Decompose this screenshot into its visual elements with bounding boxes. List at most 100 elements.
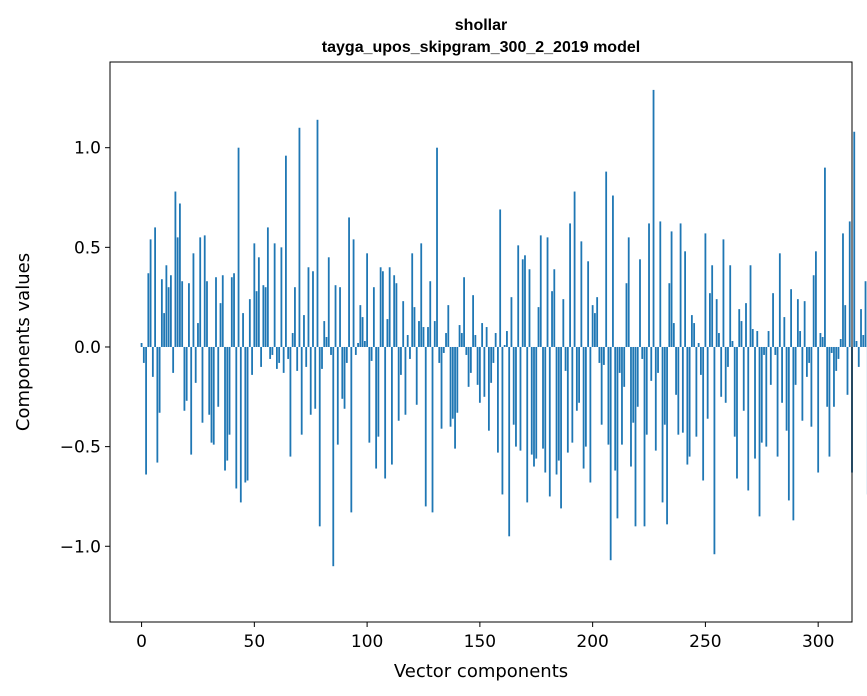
bar-255 xyxy=(715,299,718,347)
bar-320 xyxy=(862,335,865,347)
bar-61 xyxy=(278,346,281,363)
bar-249 xyxy=(702,346,705,481)
bar-313 xyxy=(846,346,849,395)
bar-280 xyxy=(772,293,774,347)
bar-171 xyxy=(526,346,529,503)
bar-275 xyxy=(760,346,763,443)
bar-303 xyxy=(824,167,826,347)
bar-205 xyxy=(603,346,605,365)
bar-154 xyxy=(487,346,490,431)
bar-271 xyxy=(751,329,754,347)
bar-181 xyxy=(548,346,551,497)
bar-169 xyxy=(521,259,524,347)
bar-152 xyxy=(483,346,486,397)
bar-80 xyxy=(321,346,323,369)
bar-202 xyxy=(596,297,599,347)
bar-179 xyxy=(544,346,547,473)
bar-127 xyxy=(427,327,429,347)
bar-55 xyxy=(264,287,267,347)
bar-223 xyxy=(643,346,646,527)
bar-122 xyxy=(415,346,418,405)
bar-204 xyxy=(600,346,603,425)
bar-121 xyxy=(413,307,416,347)
y-tick-label-2: 0.0 xyxy=(74,338,101,358)
bar-260 xyxy=(727,346,729,367)
bar-67 xyxy=(291,333,294,347)
bar-22 xyxy=(190,346,193,455)
bar-316 xyxy=(853,131,856,347)
bar-86 xyxy=(334,285,337,347)
bar-125 xyxy=(422,327,425,347)
bar-75 xyxy=(309,346,312,415)
bar-2 xyxy=(145,346,147,475)
bar-23 xyxy=(192,253,195,347)
bar-211 xyxy=(616,346,619,519)
bar-163 xyxy=(508,346,511,537)
bar-143 xyxy=(463,277,465,347)
bar-138 xyxy=(451,346,454,419)
bar-119 xyxy=(409,346,411,359)
bar-13 xyxy=(169,275,172,347)
bar-115 xyxy=(400,346,402,375)
bar-113 xyxy=(395,283,398,347)
bar-29 xyxy=(206,281,208,347)
bar-74 xyxy=(307,267,310,347)
bar-261 xyxy=(729,265,732,347)
bar-219 xyxy=(634,346,637,527)
bar-228 xyxy=(654,346,657,451)
bar-95 xyxy=(354,346,357,355)
bar-144 xyxy=(465,346,468,355)
bar-123 xyxy=(418,321,420,347)
bar-100 xyxy=(366,253,368,347)
bar-131 xyxy=(436,147,438,347)
bar-105 xyxy=(377,346,380,437)
bar-59 xyxy=(273,243,276,347)
bar-36 xyxy=(221,275,224,347)
bar-157 xyxy=(494,333,497,347)
bar-194 xyxy=(578,346,580,403)
bar-31 xyxy=(210,346,213,443)
bar-129 xyxy=(431,346,434,513)
bar-19 xyxy=(183,346,186,411)
bar-247 xyxy=(697,343,700,347)
bar-293 xyxy=(801,346,804,421)
bar-222 xyxy=(641,346,644,359)
bar-17 xyxy=(179,203,181,347)
y-tick-label-1: −0.5 xyxy=(60,438,101,458)
bar-237 xyxy=(675,346,677,395)
x-tick-label-150: 150 xyxy=(464,632,496,652)
bar-262 xyxy=(731,341,734,347)
bar-312 xyxy=(844,305,847,347)
bar-292 xyxy=(799,331,802,347)
bar-153 xyxy=(485,327,488,347)
bar-224 xyxy=(645,346,648,435)
bar-39 xyxy=(228,346,231,435)
y-axis-label: Components values xyxy=(13,253,34,431)
bar-235 xyxy=(670,231,673,347)
bar-291 xyxy=(796,299,799,347)
bar-245 xyxy=(693,323,696,347)
bar-149 xyxy=(476,346,479,385)
bar-311 xyxy=(842,233,844,347)
bar-49 xyxy=(251,346,253,375)
bar-289 xyxy=(792,346,795,521)
bar-272 xyxy=(754,346,756,459)
bar-130 xyxy=(433,321,436,347)
bar-21 xyxy=(188,283,190,347)
bar-285 xyxy=(783,317,786,347)
bar-103 xyxy=(372,287,375,347)
bar-172 xyxy=(528,269,531,347)
bar-15 xyxy=(174,191,177,347)
bar-279 xyxy=(769,346,772,385)
bar-213 xyxy=(621,346,623,445)
bar-78 xyxy=(316,119,319,347)
bar-45 xyxy=(242,313,244,347)
bar-254 xyxy=(713,346,716,555)
bar-90 xyxy=(343,346,346,409)
bar-3 xyxy=(147,273,150,347)
bar-273 xyxy=(756,331,759,347)
bar-53 xyxy=(260,346,262,367)
bar-94 xyxy=(352,239,355,347)
bar-25 xyxy=(197,323,199,347)
